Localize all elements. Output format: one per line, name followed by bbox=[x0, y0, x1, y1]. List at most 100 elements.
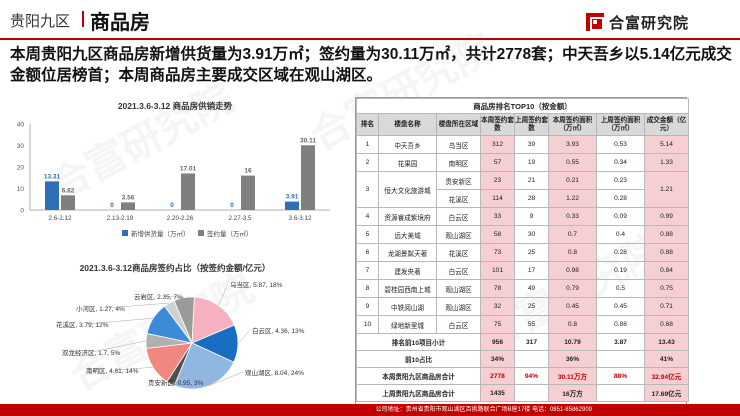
supply-chart-title: 2021.3.6-3.12 商品房供销走势 bbox=[117, 101, 233, 111]
table-cell: 10 bbox=[356, 315, 379, 334]
table-cell: 34% bbox=[480, 350, 515, 368]
table-cell: 25 bbox=[514, 243, 549, 262]
legend-sign: 签约量（万㎡） bbox=[198, 229, 253, 238]
table-cell: 南明区 bbox=[436, 153, 481, 172]
table-cell: 9 bbox=[514, 207, 549, 226]
pie-data-label: 花溪区, 3.79, 12% bbox=[56, 320, 109, 329]
y-tick-label: 10 bbox=[17, 186, 25, 193]
x-tick-label: 2.13-2.19 bbox=[107, 215, 134, 222]
leader-line bbox=[91, 340, 147, 353]
bar-data-label: 0 bbox=[110, 202, 114, 209]
sign-share-pie-chart: 乌当区, 5.87, 18% 白云区, 4.36, 13% 观山湖区, 8.04, … bbox=[56, 280, 305, 390]
column-header: 上周签约面积（万㎡） bbox=[596, 113, 645, 136]
table-cell: 贵安新区 bbox=[436, 171, 481, 190]
table-cell: 19 bbox=[514, 153, 549, 172]
summary-row: 本周贵阳九区商品房合计 2778 94% 30.11万方 88% 32.94亿元 bbox=[356, 367, 689, 385]
bar bbox=[301, 145, 315, 210]
table-cell: 远大美域 bbox=[378, 225, 437, 244]
logo-icon bbox=[586, 13, 604, 31]
bar-data-label: 17.01 bbox=[180, 165, 197, 172]
table-cell: 0.88 bbox=[596, 315, 645, 334]
table-cell: 1.33 bbox=[644, 153, 689, 172]
table-row: 3 恒大文化旅游城 贵安新区 23 21 0.21 0.23 1.21 bbox=[356, 171, 689, 208]
footer-address: 公司地址：贵州省贵阳市观山湖区百挑路联合广场B座17楼 电话：0851-8586… bbox=[0, 404, 740, 416]
leader-line bbox=[237, 329, 251, 344]
table-row: 2 花果园 南明区 57 19 0.55 0.34 1.33 bbox=[356, 153, 689, 172]
legend-label: 新增供货量（万㎡） bbox=[131, 229, 190, 238]
table-cell: 94% bbox=[514, 367, 549, 385]
table-cell: 1.21 bbox=[644, 171, 689, 208]
table-cell: 白云区 bbox=[436, 207, 481, 226]
table-cell: 白云区 bbox=[436, 261, 481, 280]
table-cell: 88% bbox=[596, 367, 645, 385]
table-cell: 28 bbox=[514, 189, 549, 208]
table-cell: 2 bbox=[356, 153, 379, 172]
summary-row: 排名前10项目小计 956 317 10.79 3.87 13.43 bbox=[356, 333, 689, 351]
table-cell: 花溪区 bbox=[436, 243, 481, 262]
table-cell: 17.69亿元 bbox=[644, 384, 689, 402]
legend-swatch bbox=[122, 230, 128, 236]
table-cell: 30 bbox=[514, 225, 549, 244]
table-row: 花溪区 114 28 1.22 0.28 bbox=[357, 189, 689, 208]
header-divider bbox=[82, 11, 84, 27]
table-cell: 中天吾乡 bbox=[378, 135, 437, 154]
leader-line bbox=[170, 381, 179, 384]
table-cell: 0.8 bbox=[548, 315, 597, 334]
table-cell: 0.99 bbox=[644, 207, 689, 226]
table-row: 1 中天吾乡 乌当区 312 39 3.93 0.53 5.14 bbox=[356, 135, 689, 154]
table-cell: 49 bbox=[514, 279, 549, 298]
table-cell: 41% bbox=[644, 350, 689, 368]
bar bbox=[121, 202, 135, 210]
table-row: 5 远大美域 观山湖区 58 30 0.7 0.4 0.88 bbox=[356, 225, 689, 244]
x-tick-label: 2.6-2.12 bbox=[48, 215, 72, 222]
pie-chart-title: 2021.3.6-3.12商品房签约占比（按签约金额/亿元） bbox=[79, 263, 271, 273]
table-cell: 114 bbox=[480, 189, 515, 208]
bar-data-label: 6.82 bbox=[62, 187, 75, 194]
table-cell: 57 bbox=[480, 153, 515, 172]
column-header: 排名 bbox=[356, 113, 379, 136]
column-header: 成交金额（亿元） bbox=[644, 113, 689, 136]
table-cell: 5 bbox=[356, 225, 379, 244]
table-row: 8 碧桂园西南上城 观山湖区 78 49 0.79 0.5 0.75 bbox=[356, 279, 689, 298]
table-cell: 13.43 bbox=[644, 333, 689, 351]
table-cell: 0.34 bbox=[596, 153, 645, 172]
table-cell: 4 bbox=[356, 207, 379, 226]
table-cell: 16万方 bbox=[548, 384, 597, 402]
table-cell: 9 bbox=[356, 297, 379, 316]
table-row: 6 龙湖景粼天著 花溪区 73 25 0.8 0.28 0.88 bbox=[356, 243, 689, 262]
table-cell: 本周贵阳九区商品房合计 bbox=[356, 367, 481, 385]
table-cell: 0.33 bbox=[548, 207, 597, 226]
pie-data-label: 观山湖区, 8.04, 24% bbox=[245, 368, 304, 377]
table-cell: 0.45 bbox=[548, 297, 597, 316]
table-cell: 0.84 bbox=[644, 261, 689, 280]
table-cell: 0.4 bbox=[596, 225, 645, 244]
table-cell: 78 bbox=[480, 279, 515, 298]
table-cell: 白云区 bbox=[436, 315, 481, 334]
table-cell: 1435 bbox=[480, 384, 515, 402]
table-cell: 101 bbox=[480, 261, 515, 280]
table-cell: 23 bbox=[480, 171, 515, 190]
table-cell: 0.28 bbox=[596, 243, 645, 262]
table-cell: 7 bbox=[356, 261, 379, 280]
pie-data-label: 双龙经济区, 1.7, 5% bbox=[62, 348, 120, 357]
table-cell: 恒大文化旅游城 bbox=[378, 171, 437, 208]
bar-data-label: 30.11 bbox=[300, 137, 316, 144]
table-cell: 36% bbox=[548, 350, 597, 368]
table-cell: 32.94亿元 bbox=[644, 367, 689, 385]
table-cell: 花果园 bbox=[378, 153, 437, 172]
page-header: 贵阳九区 商品房 合富研究院 bbox=[0, 0, 740, 40]
bar bbox=[285, 201, 299, 210]
table-cell: 25 bbox=[514, 297, 549, 316]
top10-table: 商品房排名TOP10（按金额） 排名 楼盘名称 楼盘所在区域 本周签约套数 上周签约套数… bbox=[355, 97, 689, 405]
pie-data-label: 贵安新区, 0.95, 3% bbox=[148, 378, 203, 387]
table-cell: 58 bbox=[480, 225, 515, 244]
table-cell: 0.8 bbox=[548, 243, 597, 262]
table-cell: 0.23 bbox=[596, 171, 645, 190]
leader-line bbox=[163, 295, 185, 298]
pie-data-label: 白云区, 4.36, 13% bbox=[252, 326, 305, 335]
table-cell: 0.88 bbox=[644, 225, 689, 244]
bar bbox=[45, 181, 59, 210]
legend-label: 签约量（万㎡） bbox=[207, 229, 253, 238]
table-cell: 0.98 bbox=[548, 261, 597, 280]
column-header: 楼盘所在区域 bbox=[436, 113, 481, 136]
